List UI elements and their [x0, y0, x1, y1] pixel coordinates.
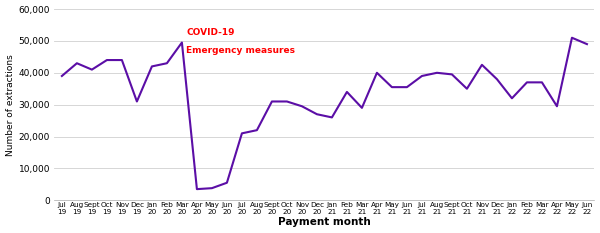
Y-axis label: Number of extractions: Number of extractions [5, 54, 14, 156]
Text: COVID-19: COVID-19 [187, 28, 235, 37]
X-axis label: Payment month: Payment month [278, 217, 371, 227]
Text: Emergency measures: Emergency measures [187, 46, 295, 55]
